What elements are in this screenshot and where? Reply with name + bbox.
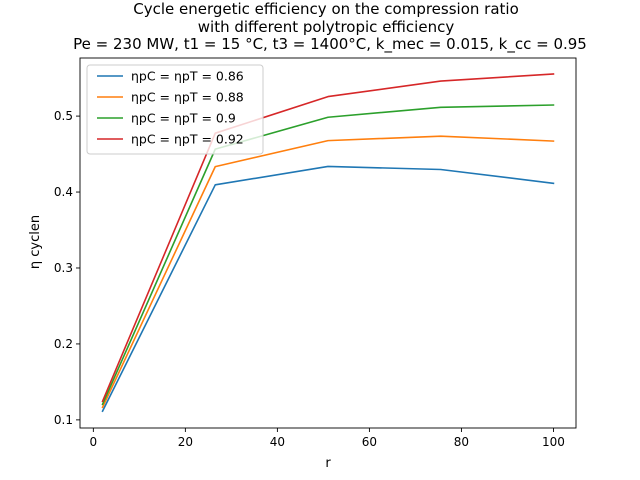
y-tick-label: 0.3 xyxy=(54,261,73,275)
x-tick-label: 40 xyxy=(270,435,285,449)
axes-frame xyxy=(79,57,577,429)
x-axis-ticks: 0 20 40 60 80 100 xyxy=(90,428,565,449)
series-line-1 xyxy=(101,165,555,413)
x-axis-label: r xyxy=(325,456,331,471)
legend: ηpC = ηpT = 0.86 ηpC = ηpT = 0.88 ηpC = ηp… xyxy=(86,64,264,155)
series-line-2 xyxy=(101,135,555,409)
x-tick-label: 20 xyxy=(178,435,193,449)
title-line-3: Pe = 230 MW, t1 = 15 °C, t3 = 1400°C, k_… xyxy=(73,35,587,54)
legend-label-2: ηpC = ηpT = 0.88 xyxy=(131,90,244,105)
y-tick-label: 0.1 xyxy=(54,413,73,427)
y-tick-label: 0.2 xyxy=(54,337,73,351)
legend-label-4: ηpC = ηpT = 0.92 xyxy=(131,132,244,147)
series-line-4 xyxy=(101,73,555,403)
series-line-3 xyxy=(101,104,555,406)
x-tick-label: 100 xyxy=(542,435,565,449)
axes-group xyxy=(79,57,577,429)
legend-label-1: ηpC = ηpT = 0.86 xyxy=(131,69,244,84)
legend-box xyxy=(86,64,264,155)
y-axis-label: η cyclen xyxy=(28,215,43,269)
legend-label-3: ηpC = ηpT = 0.9 xyxy=(131,111,236,126)
y-tick-label: 0.4 xyxy=(54,185,73,199)
x-tick-label: 0 xyxy=(90,435,98,449)
y-axis-ticks: 0.1 0.2 0.3 0.4 0.5 xyxy=(54,109,80,427)
series-group xyxy=(101,73,555,413)
x-tick-label: 80 xyxy=(454,435,469,449)
title-line-2: with different polytropic efficiency xyxy=(198,18,455,36)
chart-title: Cycle energetic efficiency on the compre… xyxy=(73,0,587,54)
title-line-1: Cycle energetic efficiency on the compre… xyxy=(133,0,519,18)
x-tick-label: 60 xyxy=(362,435,377,449)
y-tick-label: 0.5 xyxy=(54,109,73,123)
